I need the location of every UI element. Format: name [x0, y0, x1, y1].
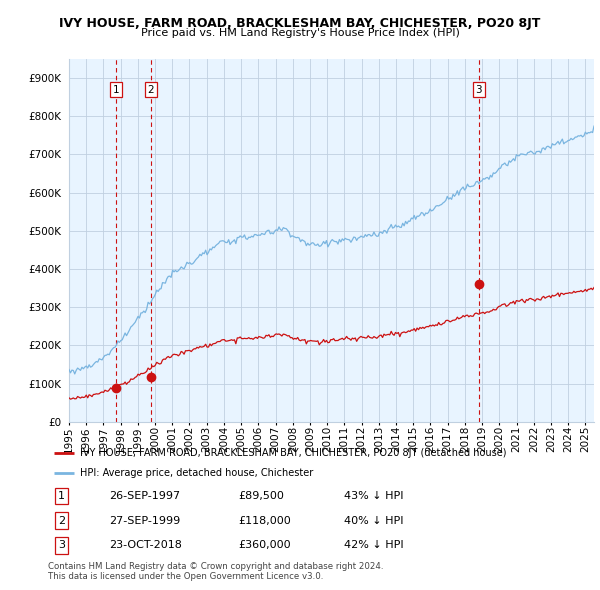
Text: 3: 3 — [476, 84, 482, 94]
Text: 2: 2 — [147, 84, 154, 94]
Text: 40% ↓ HPI: 40% ↓ HPI — [344, 516, 403, 526]
Text: £118,000: £118,000 — [238, 516, 291, 526]
Text: 43% ↓ HPI: 43% ↓ HPI — [344, 491, 403, 501]
Text: 26-SEP-1997: 26-SEP-1997 — [109, 491, 180, 501]
Text: IVY HOUSE, FARM ROAD, BRACKLESHAM BAY, CHICHESTER, PO20 8JT (detached house): IVY HOUSE, FARM ROAD, BRACKLESHAM BAY, C… — [80, 448, 506, 458]
Text: 1: 1 — [113, 84, 119, 94]
Text: IVY HOUSE, FARM ROAD, BRACKLESHAM BAY, CHICHESTER, PO20 8JT: IVY HOUSE, FARM ROAD, BRACKLESHAM BAY, C… — [59, 17, 541, 30]
Text: 27-SEP-1999: 27-SEP-1999 — [109, 516, 180, 526]
Text: 23-OCT-2018: 23-OCT-2018 — [109, 540, 182, 550]
Text: HPI: Average price, detached house, Chichester: HPI: Average price, detached house, Chic… — [80, 468, 313, 478]
Text: Price paid vs. HM Land Registry's House Price Index (HPI): Price paid vs. HM Land Registry's House … — [140, 28, 460, 38]
Text: 42% ↓ HPI: 42% ↓ HPI — [344, 540, 403, 550]
Text: Contains HM Land Registry data © Crown copyright and database right 2024.
This d: Contains HM Land Registry data © Crown c… — [48, 562, 383, 581]
Text: 1: 1 — [58, 491, 65, 501]
Text: £89,500: £89,500 — [238, 491, 284, 501]
Text: 3: 3 — [58, 540, 65, 550]
Text: £360,000: £360,000 — [238, 540, 291, 550]
Text: 2: 2 — [58, 516, 65, 526]
